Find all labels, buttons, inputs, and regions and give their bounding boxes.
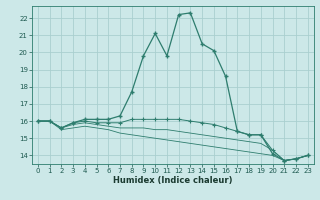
X-axis label: Humidex (Indice chaleur): Humidex (Indice chaleur) bbox=[113, 176, 233, 185]
